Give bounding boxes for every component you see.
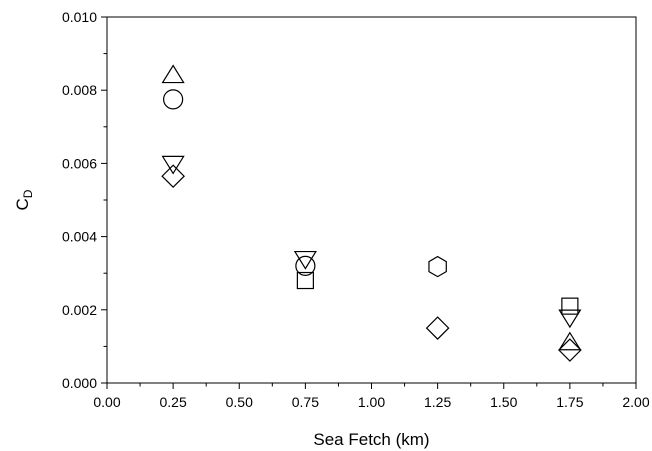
triangle-down-marker: [558, 309, 582, 329]
y-tick-label: 0.010: [62, 9, 97, 25]
y-tick-label: 0.004: [62, 229, 97, 245]
x-tick-label: 0.75: [292, 394, 319, 410]
triangle-down-marker: [161, 155, 185, 175]
triangle-up-marker: [558, 331, 582, 351]
square-marker: [296, 271, 314, 290]
triangle-down-marker: [293, 250, 317, 270]
square-marker: [561, 297, 579, 315]
y-axis-tick-labels: 0.000 0.002 0.004 0.006 0.008 0.010: [62, 9, 97, 391]
triangle-up-marker: [161, 64, 185, 84]
x-tick-label: 2.00: [622, 394, 649, 410]
y-tick-label: 0.006: [62, 155, 97, 171]
x-tick-label: 1.50: [490, 394, 517, 410]
diamond-marker: [425, 316, 450, 340]
y-tick-label: 0.008: [62, 82, 97, 98]
y-axis-title: CD: [13, 189, 35, 210]
diamond-marker: [161, 164, 185, 189]
circle-marker: [163, 89, 184, 110]
y-axis-title-subscript: D: [21, 189, 35, 198]
x-tick-label: 1.25: [424, 394, 451, 410]
y-tick-label: 0.000: [62, 375, 97, 391]
y-tick-label: 0.002: [62, 302, 97, 318]
data-points: [161, 64, 582, 362]
x-tick-label: 1.00: [358, 394, 385, 410]
x-axis-title: Sea Fetch (km): [313, 430, 429, 449]
x-tick-label: 0.50: [226, 394, 253, 410]
x-axis-ticks: [106, 383, 637, 389]
y-axis-ticks: [101, 16, 107, 384]
circle-marker: [295, 255, 316, 276]
diamond-marker: [558, 338, 582, 362]
x-axis-tick-labels: 0.00 0.25 0.50 0.75 1.00 1.25 1.50 1.75 2.00: [93, 394, 649, 410]
hexagon-marker: [428, 255, 447, 278]
plot-frame: [106, 16, 637, 384]
x-tick-label: 1.75: [556, 394, 583, 410]
y-axis-title-main: C: [13, 198, 32, 210]
x-tick-label: 0.00: [93, 394, 120, 410]
x-tick-label: 0.25: [160, 394, 187, 410]
